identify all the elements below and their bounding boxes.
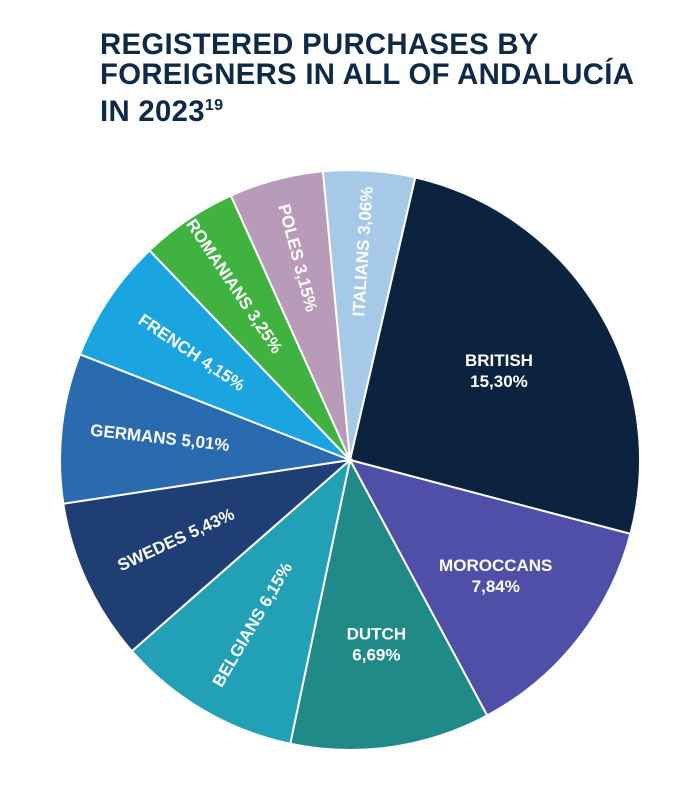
chart-title: REGISTERED PURCHASES BY FOREIGNERS IN AL… [100,30,640,127]
pie-slices [60,170,640,750]
svg-text:BRITISH: BRITISH [465,351,533,370]
title-footnote: 19 [205,96,224,114]
title-line2: FOREIGNERS IN ALL OF ANDALUCÍA [100,58,634,91]
title-line1: REGISTERED PURCHASES BY [100,28,539,61]
pie-chart: BRITISH15,30%MOROCCANS7,84%DUTCH6,69%BEL… [60,170,640,750]
svg-text:6,69%: 6,69% [352,646,400,665]
svg-text:DUTCH: DUTCH [347,625,407,644]
svg-text:7,84%: 7,84% [472,577,520,596]
title-line3: IN 2023 [100,95,205,128]
chart-container: REGISTERED PURCHASES BY FOREIGNERS IN AL… [0,0,700,794]
svg-text:15,30%: 15,30% [470,372,528,391]
svg-text:MOROCCANS: MOROCCANS [439,556,552,575]
